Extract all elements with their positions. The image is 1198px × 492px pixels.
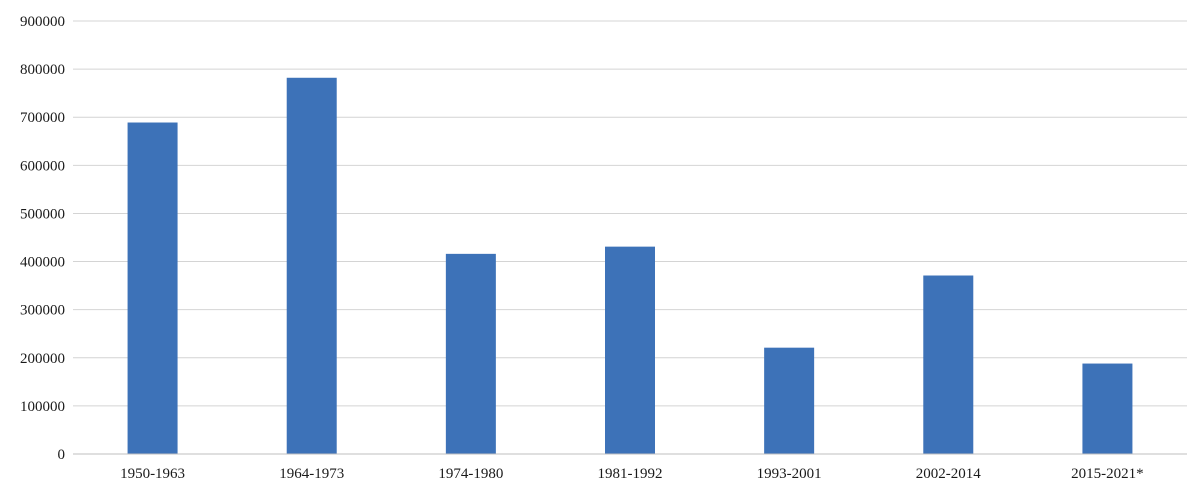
- gridlines: [73, 20, 1187, 407]
- x-tick-label: 2015-2021*: [1071, 466, 1144, 482]
- x-tick-label: 2002-2014: [916, 466, 981, 482]
- x-tick-label: 1964-1973: [279, 466, 344, 482]
- bar-1974-1980: [445, 253, 496, 454]
- x-tick-label: 1993-2001: [757, 466, 822, 482]
- bar-1981-1992: [605, 246, 655, 454]
- bars: [127, 77, 1133, 455]
- bar-2002-2014: [923, 275, 974, 454]
- bar-1950-1963: [127, 122, 178, 455]
- bar-1964-1973: [286, 77, 337, 454]
- y-tick-label: 100000: [20, 399, 65, 415]
- y-axis-tick-labels: 0 100000 200000 300000 400000 500000 600000 700…: [20, 14, 65, 463]
- y-tick-label: 600000: [20, 158, 65, 174]
- y-tick-label: 900000: [20, 14, 65, 30]
- x-axis-tick-labels: 1950-1963 1964-1973 1974-1980 1981-1992 1993…: [120, 466, 1144, 482]
- y-tick-label: 400000: [20, 255, 65, 271]
- y-tick-label: 800000: [20, 62, 65, 78]
- y-tick-label: 300000: [20, 303, 65, 319]
- x-tick-label: 1950-1963: [120, 466, 185, 482]
- y-tick-label: 700000: [20, 110, 65, 126]
- bar-1993-2001: [764, 347, 815, 454]
- y-tick-label: 500000: [20, 206, 65, 222]
- y-tick-label: 0: [58, 447, 66, 463]
- y-tick-label: 200000: [20, 351, 65, 367]
- x-tick-label: 1974-1980: [438, 466, 503, 482]
- x-tick-label: 1981-1992: [598, 466, 663, 482]
- bar-2015-2021*: [1082, 363, 1133, 454]
